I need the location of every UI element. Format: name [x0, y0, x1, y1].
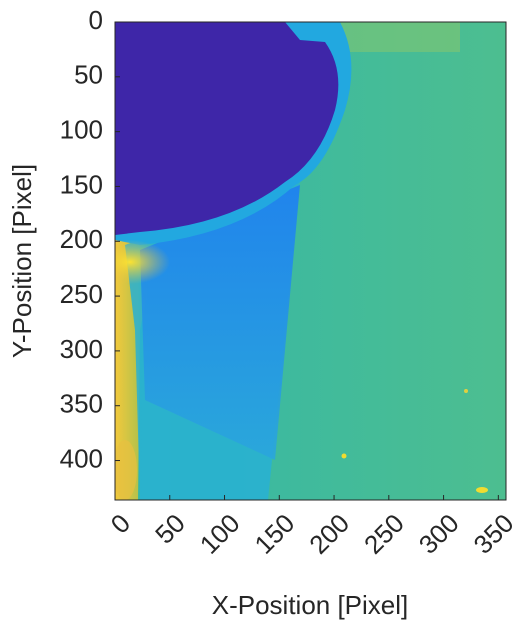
y-axis-label: Y-Position [Pixel] — [7, 164, 37, 358]
x-axis-label: X-Position [Pixel] — [212, 590, 409, 620]
y-tick-label: 400 — [60, 443, 103, 473]
plot-frame — [114, 21, 507, 501]
heatmap-image — [115, 22, 506, 500]
y-tick-label: 200 — [60, 224, 103, 254]
y-tick-label: 100 — [60, 115, 103, 145]
x-tick-label: 250 — [358, 508, 410, 560]
y-tick-label: 250 — [60, 279, 103, 309]
y-tick-label: 350 — [60, 389, 103, 419]
y-tick-label: 50 — [74, 60, 103, 90]
x-tick-label: 300 — [413, 508, 465, 560]
x-tick-label: 200 — [303, 508, 355, 560]
y-tick-label: 0 — [89, 5, 103, 35]
y-tick-label: 300 — [60, 334, 103, 364]
y-tick-label: 150 — [60, 169, 103, 199]
x-tick-label: 150 — [248, 508, 300, 560]
x-tick-label: 50 — [149, 508, 191, 550]
x-tick-label: 100 — [194, 508, 246, 560]
x-tick-label: 0 — [105, 508, 136, 539]
x-tick-label: 350 — [468, 508, 520, 560]
